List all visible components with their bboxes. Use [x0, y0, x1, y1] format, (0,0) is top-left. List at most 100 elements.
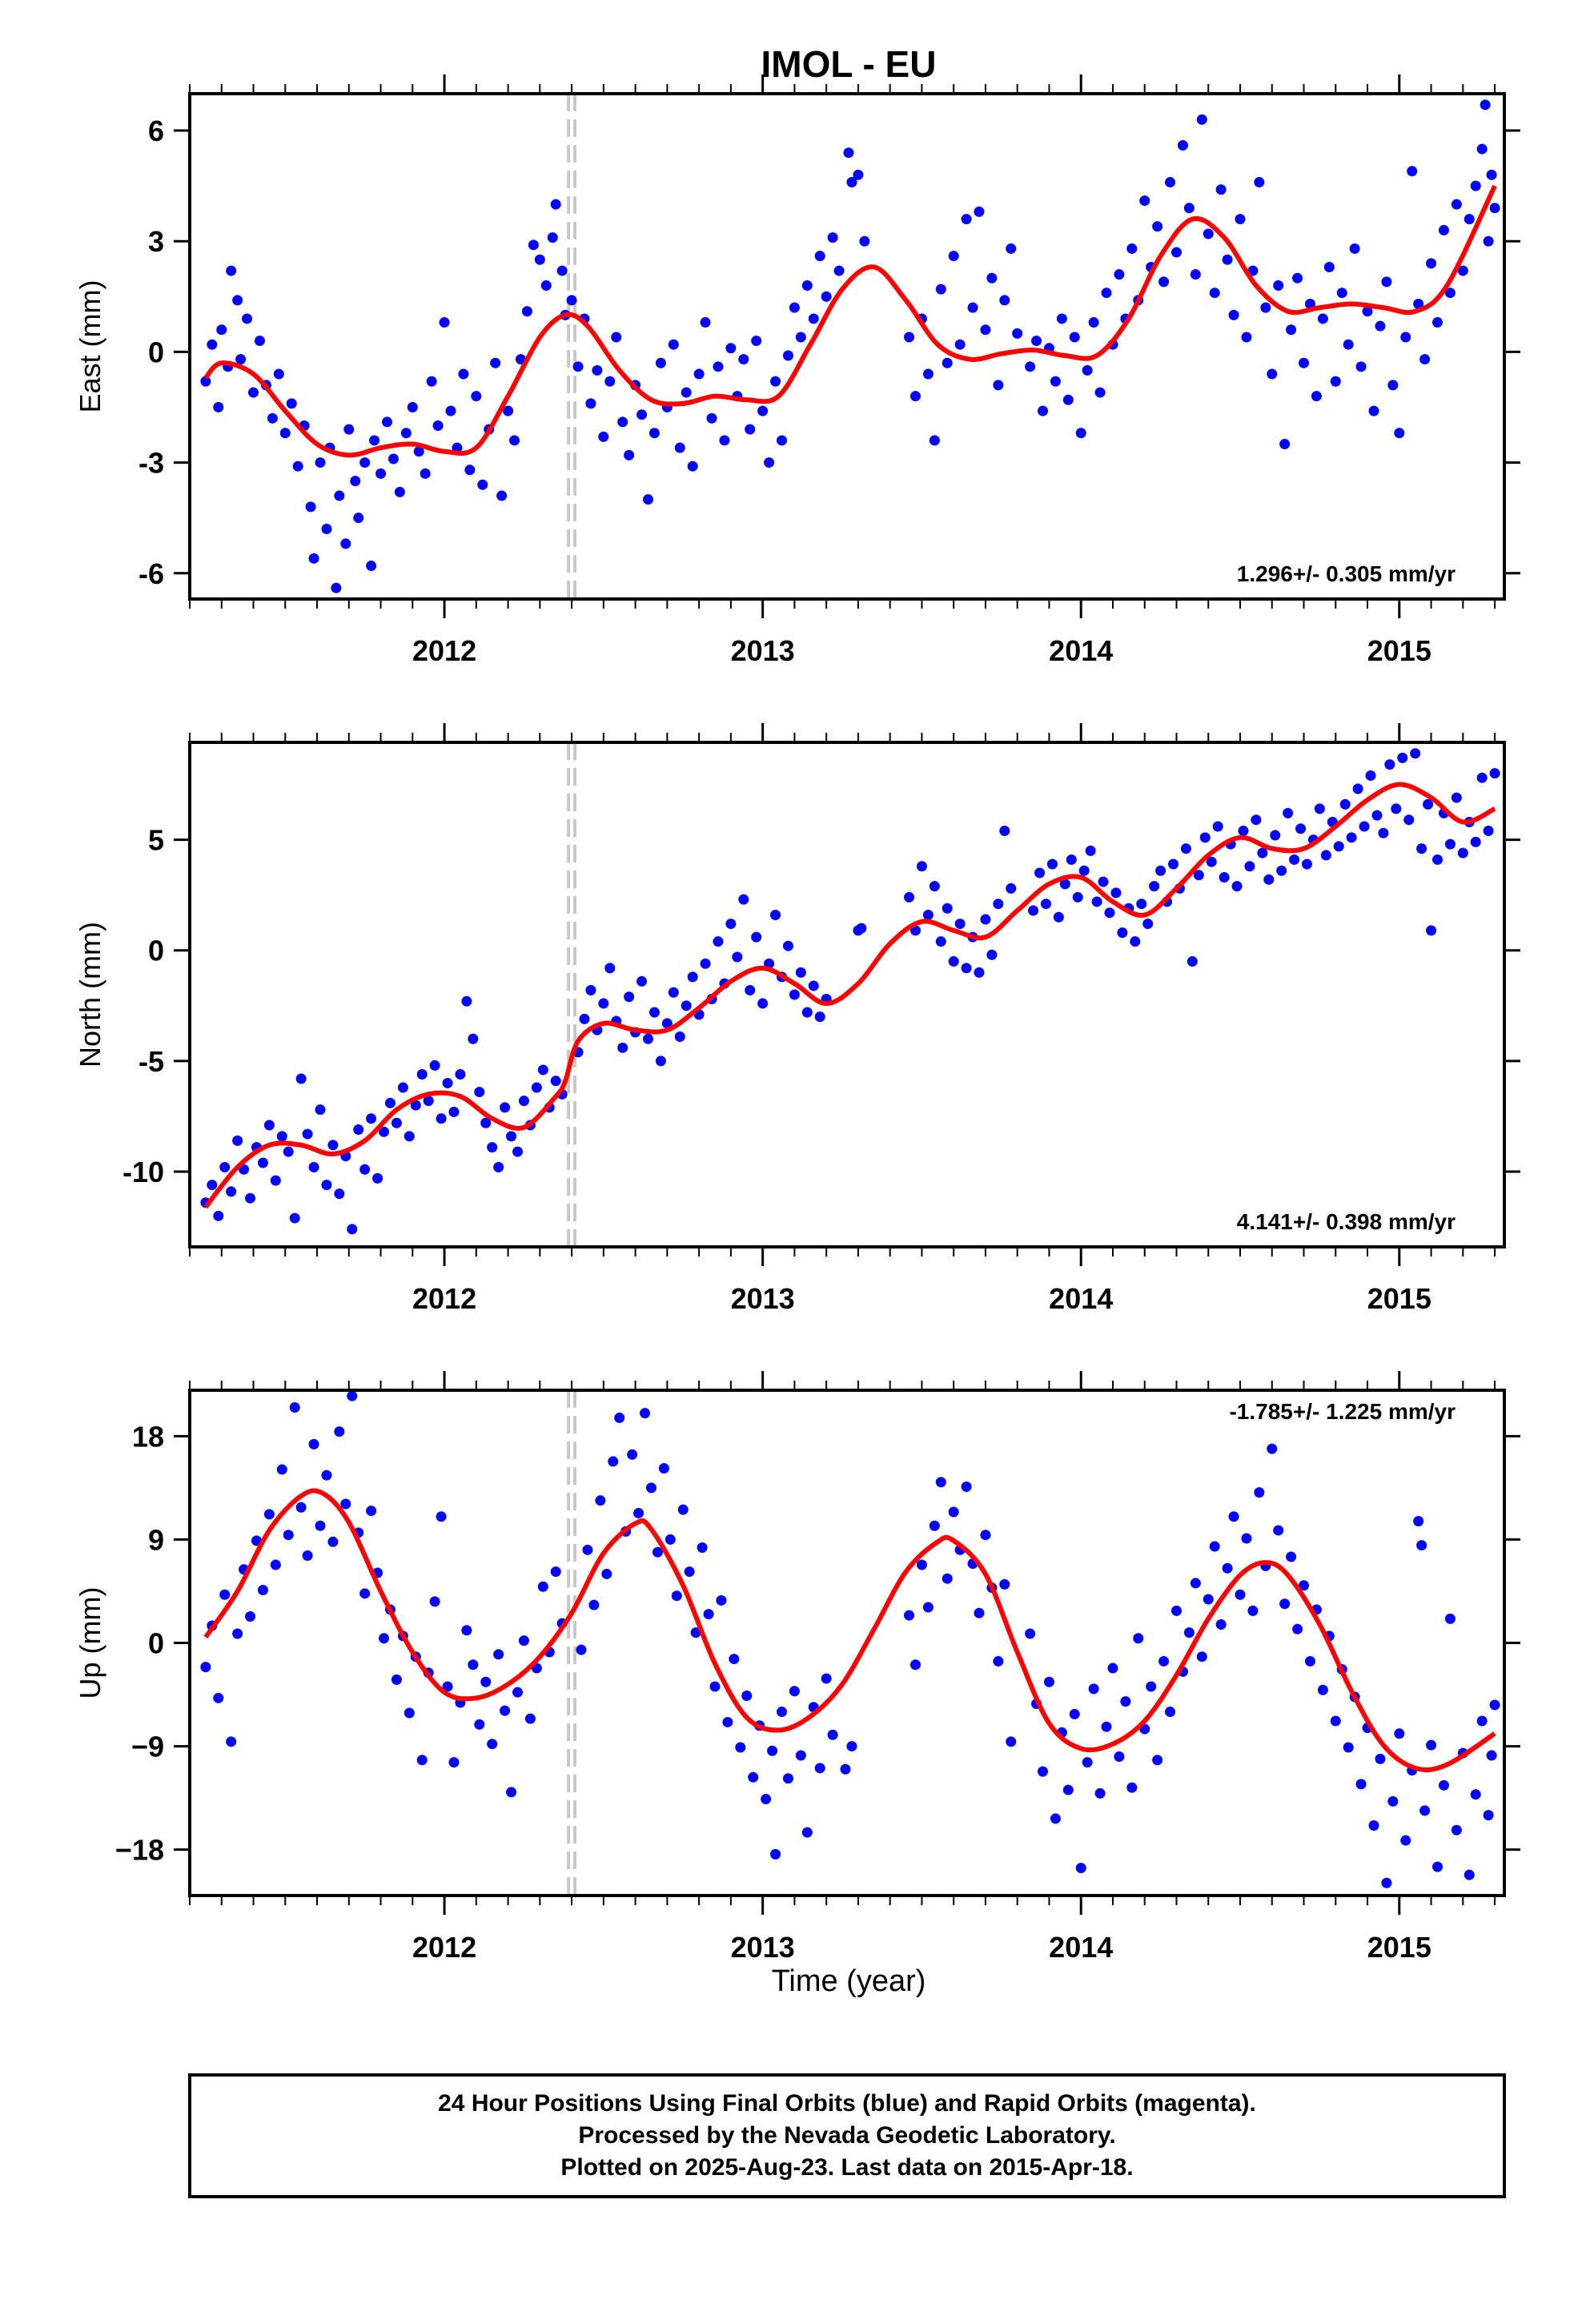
- data-point: [366, 1506, 377, 1517]
- data-point: [384, 1097, 396, 1108]
- data-point: [1091, 896, 1102, 907]
- data-points: [200, 1390, 1500, 1888]
- data-point: [1180, 843, 1191, 854]
- data-point: [270, 1175, 281, 1186]
- data-point: [1025, 361, 1036, 372]
- data-point: [315, 457, 326, 468]
- data-point: [697, 1542, 708, 1553]
- data-point: [588, 1599, 600, 1610]
- x-tick-label: 2014: [1049, 1282, 1113, 1315]
- data-point: [359, 1588, 371, 1599]
- data-point: [490, 357, 501, 368]
- data-point: [379, 1633, 390, 1644]
- data-point: [576, 1644, 587, 1655]
- data-point: [1257, 847, 1268, 858]
- data-point: [604, 963, 616, 974]
- data-point: [500, 1705, 511, 1716]
- data-point: [1432, 1861, 1443, 1872]
- data-point: [1203, 228, 1214, 239]
- caption-line-3: Plotted on 2025-Aug-23. Last data on 201…: [560, 2154, 1133, 2181]
- data-point: [1183, 1627, 1195, 1638]
- data-point: [1444, 838, 1456, 850]
- data-point: [916, 1559, 927, 1570]
- data-point: [550, 199, 561, 210]
- data-point: [1126, 1782, 1138, 1793]
- x-tick-label: 2013: [731, 1931, 795, 1964]
- y-tick-label: -5: [139, 1045, 164, 1078]
- y-axis-label: North (mm): [74, 922, 106, 1068]
- data-point: [1196, 1651, 1207, 1663]
- data-point: [1486, 1750, 1497, 1761]
- data-point: [1101, 287, 1112, 299]
- data-point: [1170, 1605, 1182, 1616]
- data-point: [1279, 1598, 1291, 1610]
- data-point: [426, 376, 437, 387]
- data-point: [493, 1162, 504, 1173]
- data-point: [1464, 1869, 1475, 1880]
- data-point: [942, 357, 953, 368]
- data-point: [245, 1611, 256, 1622]
- data-point: [1165, 1707, 1176, 1718]
- data-point: [509, 435, 520, 446]
- data-point: [1267, 368, 1278, 380]
- data-point: [935, 1477, 946, 1488]
- data-point: [604, 376, 616, 387]
- data-point: [429, 1059, 440, 1071]
- data-point: [674, 1031, 685, 1042]
- data-point: [795, 967, 806, 978]
- data-point: [655, 357, 666, 368]
- data-point: [566, 295, 577, 306]
- data-point: [350, 476, 361, 487]
- data-point: [1203, 1594, 1214, 1605]
- x-axis-label: Time (year): [772, 1964, 926, 1998]
- data-point: [674, 442, 685, 453]
- data-point: [1444, 287, 1456, 299]
- data-point: [436, 1113, 447, 1124]
- data-point: [757, 998, 769, 1009]
- data-point: [1062, 1784, 1074, 1795]
- data-point: [1413, 1515, 1424, 1526]
- data-point: [929, 1520, 940, 1531]
- data-point: [1457, 847, 1468, 858]
- data-point: [1241, 1533, 1252, 1544]
- y-tick-label: -6: [139, 557, 164, 590]
- data-point: [1168, 858, 1179, 870]
- data-point: [1043, 1676, 1054, 1687]
- data-point: [904, 332, 915, 343]
- velocity-label: -1.785+/- 1.225 mm/yr: [1229, 1399, 1456, 1424]
- data-point: [1072, 891, 1083, 903]
- data-point: [1177, 139, 1188, 151]
- data-point: [1165, 177, 1176, 188]
- data-point: [1368, 1820, 1379, 1831]
- data-point: [922, 368, 934, 380]
- data-point: [289, 1402, 300, 1413]
- data-point: [935, 936, 946, 947]
- data-point: [935, 283, 946, 295]
- data-point: [213, 1692, 224, 1703]
- data-point: [782, 940, 793, 951]
- data-point: [397, 1082, 408, 1093]
- data-point: [1235, 1589, 1246, 1600]
- data-point: [751, 931, 762, 943]
- data-point: [416, 1068, 428, 1080]
- data-point: [1228, 1511, 1239, 1522]
- data-point: [1375, 320, 1386, 332]
- data-point: [550, 1076, 561, 1087]
- data-point: [286, 398, 297, 409]
- data-point: [1222, 254, 1233, 265]
- data-point: [633, 1507, 644, 1518]
- data-point: [1050, 376, 1061, 387]
- data-point: [1190, 1578, 1201, 1589]
- data-point: [808, 313, 819, 324]
- data-point: [1476, 1715, 1488, 1727]
- data-point: [658, 1463, 669, 1474]
- data-point: [213, 401, 224, 412]
- data-point: [1403, 814, 1415, 826]
- data-point: [993, 380, 1004, 391]
- y-axis-label: Up (mm): [74, 1587, 106, 1699]
- data-point: [948, 251, 959, 262]
- data-point: [503, 405, 514, 416]
- data-point: [1387, 1795, 1399, 1807]
- data-point: [445, 405, 456, 416]
- data-point: [1046, 858, 1058, 870]
